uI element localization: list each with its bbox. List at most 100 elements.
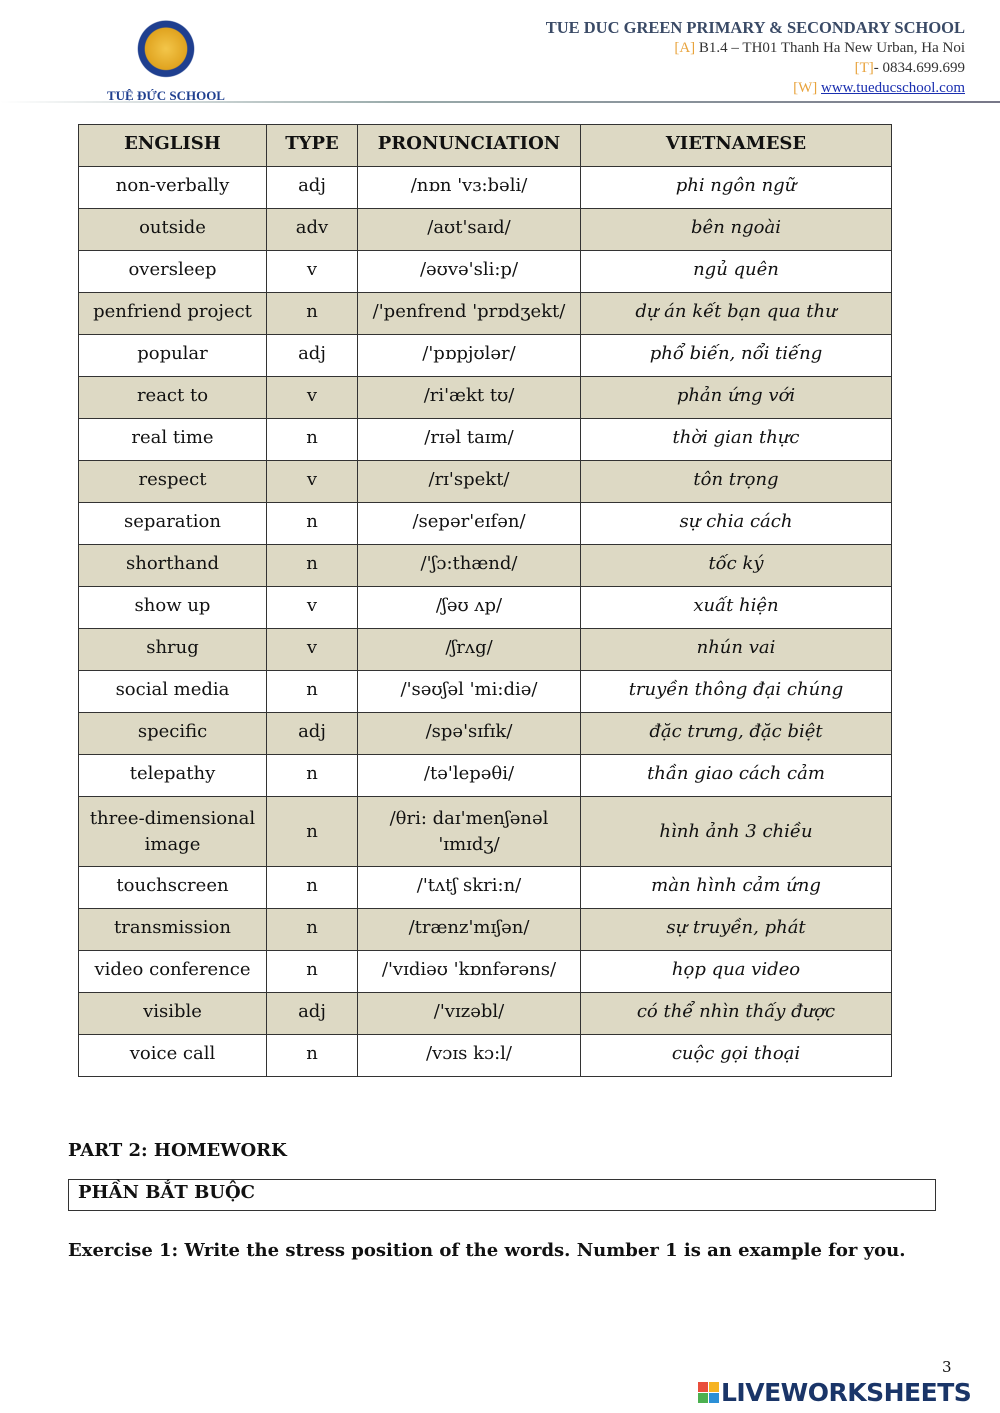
pronunciation-cell: /'vɪdiəʊ 'kɒnfərəns/ [357, 950, 581, 993]
pronunciation-cell: /ʃrʌg/ [357, 628, 581, 671]
table-row: shrug v/ʃrʌg/nhún vai [78, 628, 892, 671]
vietnamese-cell: đặc trưng, đặc biệt [580, 712, 892, 755]
type-cell: n [266, 670, 358, 713]
vietnamese-cell: hình ảnh 3 chiều [580, 796, 892, 867]
table-row: penfriend project n/'penfrend 'prɒdʒekt/d… [78, 292, 892, 335]
vietnamese-cell: thần giao cách cảm [580, 754, 892, 797]
table-row: voice call n/vɔɪs kɔ:l/cuộc gọi thoại [78, 1034, 892, 1077]
type-cell: adj [266, 992, 358, 1035]
vietnamese-cell: tốc ký [580, 544, 892, 587]
type-cell: v [266, 250, 358, 293]
table-row: transmission n/trænz'mɪʃən/sự truyền, phá… [78, 908, 892, 951]
pronunciation-cell: /'vɪzəbl/ [357, 992, 581, 1035]
vietnamese-cell: cuộc gọi thoại [580, 1034, 892, 1077]
vocabulary-table: ENGLISH TYPE PRONUNCIATION VIETNAMESE non-v… [78, 124, 892, 1077]
english-cell: show up [78, 586, 267, 629]
type-cell: n [266, 1034, 358, 1077]
vietnamese-cell: họp qua video [580, 950, 892, 993]
vietnamese-cell: phổ biến, nổi tiếng [580, 334, 892, 377]
type-cell: v [266, 586, 358, 629]
logo-text: TUỆ ĐỨC SCHOOL [107, 88, 225, 103]
table-row: social media n/'səʊʃəl 'mi:diə/truyền thô… [78, 670, 892, 713]
english-cell: transmission [78, 908, 267, 951]
english-cell: specific [78, 712, 267, 755]
type-cell: n [266, 866, 358, 909]
table-row: touchscreen n/'tʌtʃ skri:n/màn hình cảm ứ… [78, 866, 892, 909]
type-cell: adv [266, 208, 358, 251]
vietnamese-cell: nhún vai [580, 628, 892, 671]
web-line: [W] www.tueducschool.com [546, 78, 965, 98]
pronunciation-cell: /'tʌtʃ skri:n/ [357, 866, 581, 909]
vietnamese-cell: ngủ quên [580, 250, 892, 293]
english-cell: separation [78, 502, 267, 545]
school-emblem-icon [136, 20, 196, 84]
table-row: separation n/sepər'eɪfən/sự chia cách [78, 502, 892, 545]
table-row: popular adj/'pɒpjʊlər/phổ biến, nổi tiếng [78, 334, 892, 377]
english-cell: popular [78, 334, 267, 377]
table-row: respect v/rɪ'spekt/tôn trọng [78, 460, 892, 503]
english-cell: outside [78, 208, 267, 251]
address-tag: [A] [674, 40, 696, 56]
vietnamese-cell: có thể nhìn thấy được [580, 992, 892, 1035]
pronunciation-cell: /rɪ'spekt/ [357, 460, 581, 503]
type-cell: n [266, 950, 358, 993]
english-cell: penfriend project [78, 292, 267, 335]
type-cell: n [266, 292, 358, 335]
web-tag: [W] [793, 80, 818, 96]
vietnamese-cell: truyền thông đại chúng [580, 670, 892, 713]
vietnamese-cell: xuất hiện [580, 586, 892, 629]
header-divider [0, 101, 1000, 103]
vietnamese-cell: tôn trọng [580, 460, 892, 503]
table-row: oversleep v/əʊvə'sli:p/ngủ quên [78, 250, 892, 293]
english-cell: non-verbally [78, 166, 267, 209]
vietnamese-cell: màn hình cảm ứng [580, 866, 892, 909]
type-cell: n [266, 502, 358, 545]
type-cell: v [266, 628, 358, 671]
type-cell: n [266, 544, 358, 587]
english-cell: real time [78, 418, 267, 461]
type-cell: v [266, 460, 358, 503]
phone-line: [T]- 0834.699.699 [546, 58, 965, 78]
phone: - 0834.699.699 [873, 60, 965, 76]
pronunciation-cell: /'səʊʃəl 'mi:diə/ [357, 670, 581, 713]
pronunciation-cell: /ri'ækt tʊ/ [357, 376, 581, 419]
school-logo: TUỆ ĐỨC SCHOOL [104, 20, 228, 110]
column-header: PRONUNCIATION [357, 124, 581, 167]
school-name: TUE DUC GREEN PRIMARY & SECONDARY SCHOOL [545, 18, 965, 37]
vietnamese-cell: phản ứng với [580, 376, 892, 419]
table-row: show up v/ʃəʊ ʌp/xuất hiện [78, 586, 892, 629]
pronunciation-cell: /rɪəl taɪm/ [357, 418, 581, 461]
website-link[interactable]: www.tueducschool.com [821, 80, 965, 96]
pronunciation-cell: /tə'lepəθi/ [357, 754, 581, 797]
table-row: telepathy n/tə'lepəθi/thần giao cách cảm [78, 754, 892, 797]
column-header: VIETNAMESE [580, 124, 892, 167]
phone-tag: [T] [854, 60, 874, 76]
pronunciation-cell: /'pɒpjʊlər/ [357, 334, 581, 377]
page-number: 3 [942, 1358, 952, 1376]
vietnamese-cell: sự truyền, phát [580, 908, 892, 951]
pronunciation-cell: /aʊt'saɪd/ [357, 208, 581, 251]
english-cell: social media [78, 670, 267, 713]
table-row: three-dimensional image n/θri: daɪ'menʃən… [78, 796, 892, 867]
pronunciation-cell: /əʊvə'sli:p/ [357, 250, 581, 293]
table-row: video conference n/'vɪdiəʊ 'kɒnfərəns/họp… [78, 950, 892, 993]
english-cell: touchscreen [78, 866, 267, 909]
table-row: react to v/ri'ækt tʊ/phản ứng với [78, 376, 892, 419]
english-cell: telepathy [78, 754, 267, 797]
address-line: [A] B1.4 – TH01 Thanh Ha New Urban, Ha N… [546, 38, 965, 58]
exercise-1-instruction: Exercise 1: Write the stress position of… [68, 1240, 906, 1261]
vietnamese-cell: phi ngôn ngữ [580, 166, 892, 209]
vietnamese-cell: thời gian thực [580, 418, 892, 461]
school-header: TUE DUC GREEN PRIMARY & SECONDARY SCHOOL… [546, 18, 965, 98]
type-cell: n [266, 754, 358, 797]
pronunciation-cell: /θri: daɪ'menʃənəl 'ɪmɪdʒ/ [357, 796, 581, 867]
english-cell: shorthand [78, 544, 267, 587]
vietnamese-cell: bên ngoài [580, 208, 892, 251]
type-cell: n [266, 796, 358, 867]
column-header: TYPE [266, 124, 358, 167]
english-cell: three-dimensional image [78, 796, 267, 867]
english-cell: oversleep [78, 250, 267, 293]
table-row: non-verbally adj/nɒn 'vɜ:bəli/phi ngôn ng… [78, 166, 892, 209]
table-row: specific adj/spə'sɪfɪk/đặc trưng, đặc biệ… [78, 712, 892, 755]
pronunciation-cell: /ʃəʊ ʌp/ [357, 586, 581, 629]
